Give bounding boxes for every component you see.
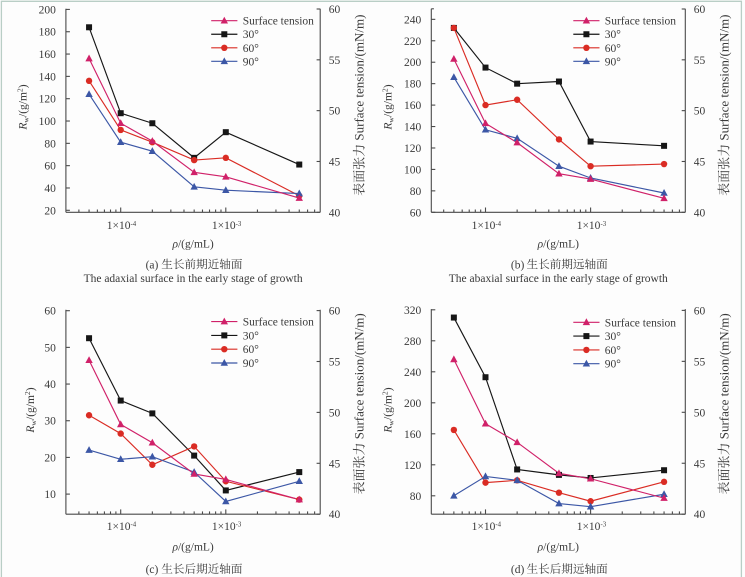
svg-text:10: 10 [44,489,56,501]
svg-text:180: 180 [404,79,422,91]
svg-text:220: 220 [404,36,422,48]
svg-text:45: 45 [694,157,706,169]
svg-text:Rw/(g/m2): Rw/(g/m2) [381,387,396,433]
svg-text:40: 40 [694,509,706,521]
svg-text:40: 40 [44,183,56,195]
svg-text:60: 60 [694,305,706,317]
svg-text:Surface tension: Surface tension [243,16,314,28]
svg-text:60: 60 [329,4,341,16]
svg-text:60°: 60° [605,43,622,55]
svg-text:50: 50 [329,407,341,419]
svg-text:200: 200 [404,57,422,69]
svg-text:320: 320 [404,305,422,317]
svg-text:40: 40 [329,207,341,219]
svg-text:1×10-3: 1×10-3 [577,521,607,533]
svg-text:(a): (a) [146,259,159,271]
svg-text:160: 160 [404,100,422,112]
svg-text:60°: 60° [605,345,622,357]
svg-text:ρ/(g/mL): ρ/(g/mL) [537,239,579,251]
svg-text:Surface tension/(mN/m): Surface tension/(mN/m) [717,15,732,141]
svg-text:1×10-3: 1×10-3 [212,220,242,232]
svg-text:120: 120 [404,460,422,472]
svg-text:ρ/(g/mL): ρ/(g/mL) [171,239,213,251]
svg-text:280: 280 [404,336,422,348]
svg-text:(d): (d) [511,564,525,576]
svg-text:1×10-4: 1×10-4 [472,220,502,232]
svg-text:60: 60 [329,306,341,318]
svg-text:30°: 30° [605,331,622,343]
svg-text:100: 100 [39,116,57,128]
svg-text:Surface tension: Surface tension [605,317,676,329]
svg-text:90°: 90° [243,358,260,370]
svg-text:30: 30 [44,416,56,428]
svg-text:240: 240 [404,367,422,379]
svg-text:1×10-3: 1×10-3 [212,521,242,533]
svg-text:ρ/(g/mL): ρ/(g/mL) [171,542,213,554]
svg-text:120: 120 [404,143,422,155]
svg-text:60: 60 [44,306,56,318]
svg-text:50: 50 [329,106,341,118]
svg-text:200: 200 [404,398,422,410]
svg-text:40: 40 [329,509,341,521]
svg-text:30°: 30° [243,29,260,41]
svg-text:1×10-4: 1×10-4 [472,521,502,533]
svg-text:45: 45 [694,458,706,470]
svg-text:240: 240 [404,14,422,26]
svg-text:60: 60 [410,207,422,219]
svg-text:120: 120 [39,94,57,106]
svg-text:30°: 30° [605,29,622,41]
svg-text:90°: 90° [605,359,622,371]
svg-text:1×10-4: 1×10-4 [107,220,137,232]
svg-text:45: 45 [329,157,341,169]
svg-text:Surface tension: Surface tension [605,16,676,28]
svg-text:50: 50 [44,342,56,354]
svg-text:160: 160 [404,429,422,441]
svg-text:20: 20 [44,452,56,464]
svg-text:140: 140 [404,122,422,134]
svg-text:The abaxial surface in the ear: The abaxial surface in the early stage o… [449,273,668,285]
svg-text:Surface tension/(mN/m): Surface tension/(mN/m) [352,313,367,439]
svg-text:Surface tension/(mN/m): Surface tension/(mN/m) [352,15,367,141]
svg-text:180: 180 [39,27,57,39]
svg-text:(c): (c) [146,564,159,576]
svg-text:80: 80 [410,491,422,503]
svg-text:100: 100 [404,164,422,176]
svg-text:90°: 90° [605,56,622,68]
svg-text:55: 55 [694,55,706,67]
svg-text:Surface tension: Surface tension [243,317,314,329]
svg-text:Rw/(g/m2): Rw/(g/m2) [381,84,396,130]
svg-text:90°: 90° [243,56,260,68]
svg-text:60°: 60° [243,344,260,356]
svg-text:55: 55 [329,55,341,67]
svg-text:Rw/(g/m2): Rw/(g/m2) [23,387,38,433]
svg-text:60: 60 [44,161,56,173]
svg-text:45: 45 [329,458,341,470]
svg-text:80: 80 [410,186,422,198]
svg-text:The adaxial surface in the ear: The adaxial surface in the early stage o… [84,273,303,285]
svg-text:40: 40 [44,379,56,391]
svg-text:80: 80 [44,138,56,150]
svg-text:55: 55 [329,357,341,369]
svg-text:Rw/(g/m2): Rw/(g/m2) [16,84,31,130]
svg-text:1×10-4: 1×10-4 [107,521,137,533]
svg-text:Surface tension/(mN/m): Surface tension/(mN/m) [717,313,732,439]
svg-text:40: 40 [694,207,706,219]
svg-text:50: 50 [694,106,706,118]
svg-text:(b): (b) [511,259,525,271]
svg-text:1×10-3: 1×10-3 [577,220,607,232]
svg-text:20: 20 [44,205,56,217]
svg-text:60: 60 [694,4,706,16]
svg-text:60°: 60° [243,43,260,55]
svg-text:200: 200 [39,4,57,16]
svg-text:ρ/(g/mL): ρ/(g/mL) [537,542,579,554]
svg-text:160: 160 [39,49,57,61]
svg-text:30°: 30° [243,330,260,342]
svg-text:55: 55 [694,356,706,368]
svg-text:140: 140 [39,71,57,83]
svg-text:50: 50 [694,407,706,419]
